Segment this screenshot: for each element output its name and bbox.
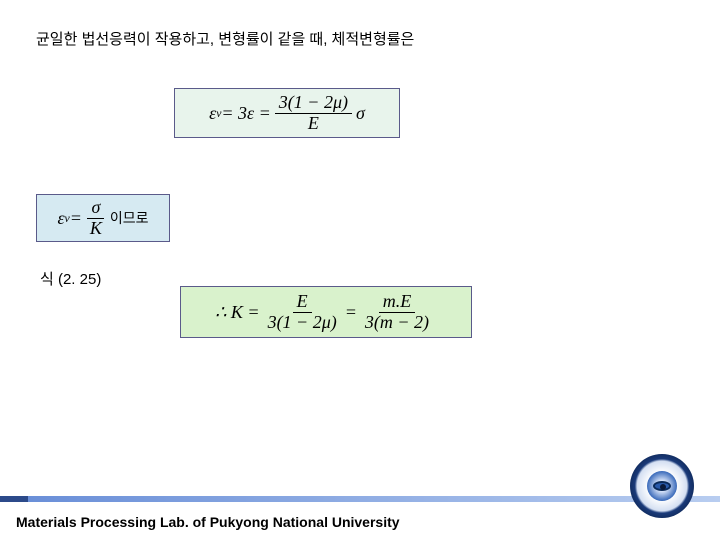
eq-mid: = 3ε = <box>221 103 270 124</box>
formula-bulk-relation: εv = σ K 이므로 <box>36 194 170 242</box>
fraction-3b: m.E 3(m − 2) <box>361 292 433 333</box>
denominator: 3(m − 2) <box>361 313 433 333</box>
equation-number-label: 식 (2. 25) <box>40 268 101 289</box>
numerator: σ <box>87 198 104 219</box>
numerator: 3(1 − 2μ) <box>275 93 352 114</box>
denominator: 3(1 − 2μ) <box>264 313 341 333</box>
denominator: E <box>304 114 323 134</box>
logo-center <box>647 471 677 501</box>
bar-segment-gradient <box>28 496 720 502</box>
bar-segment-dark <box>0 496 28 502</box>
fraction-2: σ K <box>86 198 106 239</box>
footer-lab-name: Materials Processing Lab. of Pukyong Nat… <box>16 514 400 530</box>
eq-sign: = <box>70 208 82 229</box>
fraction-1: 3(1 − 2μ) E <box>275 93 352 134</box>
university-logo <box>630 454 694 518</box>
footer-divider-bar <box>0 496 720 502</box>
formula-volumetric-strain: εv = 3ε = 3(1 − 2μ) E σ <box>174 88 400 138</box>
numerator: E <box>293 292 312 313</box>
tail-sigma: σ <box>356 103 365 124</box>
symbol-epsilon: ε <box>209 103 216 124</box>
denominator: K <box>86 219 106 239</box>
logo-ring <box>630 454 694 518</box>
korean-tail: 이므로 <box>110 208 149 228</box>
logo-eye-icon <box>653 481 671 491</box>
therefore-prefix: ∴ K = <box>215 302 260 323</box>
slide-heading: 균일한 법선응력이 작용하고, 변형률이 같을 때, 체적변형률은 <box>36 28 414 49</box>
fraction-3a: E 3(1 − 2μ) <box>264 292 341 333</box>
numerator: m.E <box>379 292 416 313</box>
symbol-epsilon: ε <box>57 208 64 229</box>
formula-bulk-modulus: ∴ K = E 3(1 − 2μ) = m.E 3(m − 2) <box>180 286 472 338</box>
eq-sign: = <box>345 302 357 323</box>
